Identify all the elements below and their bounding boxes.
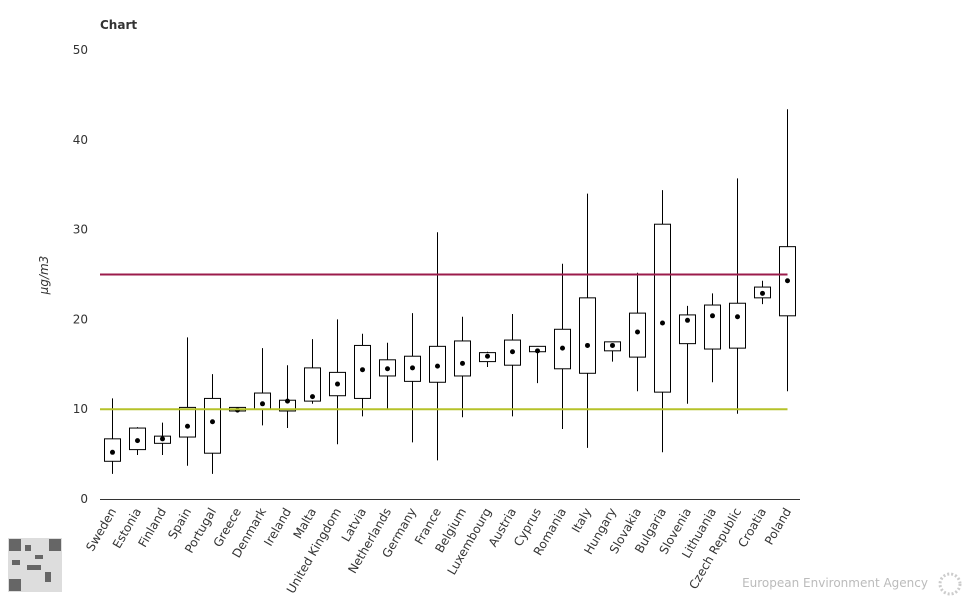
x-tick-label: Italy [569,506,594,536]
y-tick-label: 20 [73,312,88,326]
box [654,223,671,393]
median-dot [785,278,790,284]
median-dot [585,342,590,348]
median-dot [460,360,465,366]
median-dot [635,329,640,335]
y-tick-label: 0 [80,492,88,506]
y-tick-label: 30 [73,223,88,237]
footer: European Environment Agency [742,576,928,590]
median-dot [685,317,690,323]
box [704,304,721,350]
median-dot [110,449,115,455]
median-dot [610,342,615,348]
logo [938,572,962,596]
box [629,312,646,358]
median-dot [160,436,165,442]
y-tick-label: 10 [73,402,88,416]
median-dot [510,349,515,355]
median-dot [710,313,715,319]
y-tick-label: 50 [73,43,88,57]
median-dot [735,314,740,320]
median-dot [385,366,390,372]
median-dot [285,398,290,404]
median-dot [560,345,565,351]
box [729,302,746,349]
median-dot [760,290,765,296]
median-dot [535,348,540,354]
y-tick-label: 40 [73,133,88,147]
median-dot [410,365,415,371]
median-dot [135,438,140,444]
median-dot [660,320,665,326]
median-dot [360,367,365,373]
box [179,406,196,438]
box [679,314,696,345]
median-dot [210,419,215,425]
box [454,340,471,377]
box [304,367,321,402]
box [579,297,596,374]
median-dot [260,401,265,407]
median-dot [485,353,490,359]
y-axis-label: µg/m3 [37,256,51,296]
median-dot [335,381,340,387]
qr-code [8,538,62,592]
box [204,397,221,454]
chart-title: Chart [100,18,137,32]
median-dot [435,363,440,369]
median-dot [185,423,190,429]
median-dot [310,394,315,400]
box [254,392,271,410]
